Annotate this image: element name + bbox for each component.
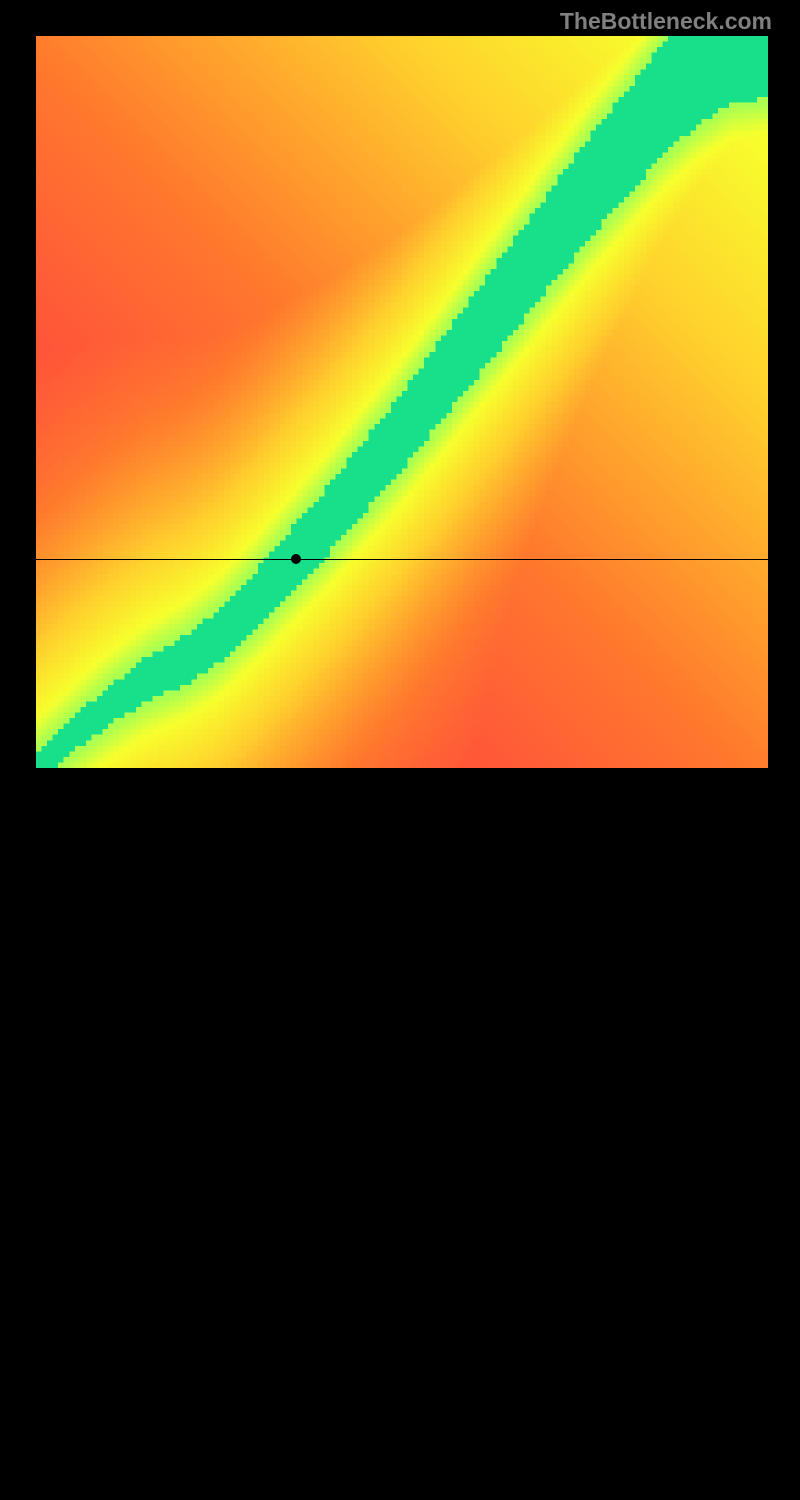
watermark-text: TheBottleneck.com [560,8,772,35]
heatmap-canvas [36,36,768,768]
crosshair-marker-dot [291,554,301,564]
crosshair-horizontal [36,559,768,560]
crosshair-vertical [296,768,297,1500]
heatmap-plot [36,36,768,768]
